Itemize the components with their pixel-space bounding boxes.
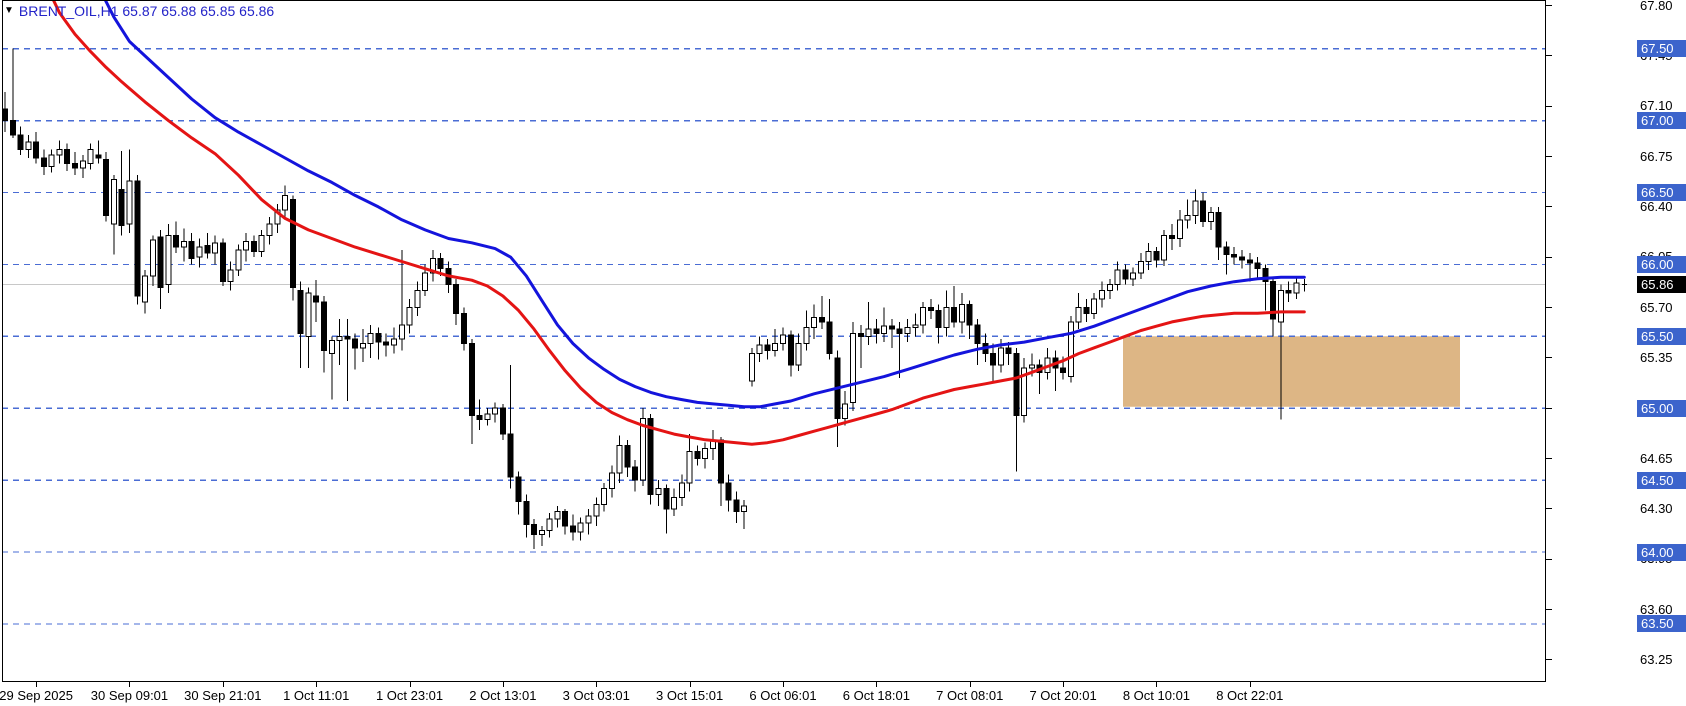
- price-tick-mark: [1546, 206, 1552, 208]
- time-tick-mark: [502, 682, 504, 687]
- price-tick-label: 63.60: [1640, 601, 1673, 617]
- price-level-badge: 65.50: [1637, 327, 1686, 345]
- time-tick-mark: [876, 682, 878, 687]
- price-tick-label: 65.70: [1640, 299, 1673, 315]
- time-tick-mark: [222, 682, 224, 687]
- chart-canvas[interactable]: [0, 0, 1546, 682]
- price-tick-mark: [1546, 256, 1552, 258]
- price-tick-mark: [1546, 508, 1552, 510]
- price-tick-mark: [1546, 307, 1552, 309]
- supply-zone-rectangle[interactable]: [1123, 336, 1460, 407]
- price-level-badge: 64.50: [1637, 471, 1686, 489]
- ma-blue-line: [103, 0, 1306, 409]
- symbol-title: BRENT_OIL,H1 65.87 65.88 65.85 65.86: [18, 3, 275, 19]
- price-tick-label: 65.35: [1640, 349, 1673, 365]
- time-tick-mark: [129, 682, 131, 687]
- time-axis[interactable]: 29 Sep 2025 30 Sep 09:01 30 Sep 21:01 1 Oct…: [0, 682, 1686, 706]
- price-tick-mark: [1546, 105, 1552, 107]
- price-tick-label: 64.65: [1640, 450, 1673, 466]
- price-tick-mark: [1546, 458, 1552, 460]
- price-tick-label: 67.10: [1640, 98, 1673, 114]
- price-tick-mark: [1546, 357, 1552, 359]
- time-tick-label: 7 Oct 08:01: [936, 688, 1004, 703]
- time-tick-mark: [316, 682, 318, 687]
- price-tick-mark: [1546, 558, 1552, 560]
- candlestick-series: [2, 48, 1307, 550]
- price-level-badge: 67.50: [1637, 40, 1686, 58]
- time-tick-label: 30 Sep 09:01: [90, 688, 169, 703]
- price-tick-label: 64.30: [1640, 500, 1673, 516]
- time-tick-mark: [596, 682, 598, 687]
- price-tick-mark: [1546, 156, 1552, 158]
- time-tick-label: 1 Oct 11:01: [283, 688, 350, 703]
- price-tick-mark: [1546, 659, 1552, 661]
- time-tick-label: 6 Oct 18:01: [842, 688, 910, 703]
- price-level-badge: 66.50: [1637, 184, 1686, 201]
- price-level-badge: 66.00: [1637, 255, 1686, 273]
- time-tick-mark: [1249, 682, 1251, 687]
- price-tick-label: 67.80: [1640, 0, 1673, 13]
- symbol-header: ▼ BRENT_OIL,H1 65.87 65.88 65.85 65.86: [4, 3, 274, 19]
- price-tick-mark: [1546, 5, 1552, 7]
- time-tick-mark: [1063, 682, 1065, 687]
- time-tick-label: 8 Oct 10:01: [1122, 688, 1191, 703]
- current-price-badge: 65.86: [1637, 276, 1686, 294]
- ma-red-line: [51, 0, 1306, 446]
- time-tick-mark: [969, 682, 971, 687]
- price-tick-label: 66.75: [1640, 148, 1673, 164]
- time-tick-label: 7 Oct 20:01: [1029, 688, 1097, 703]
- time-tick-label: 6 Oct 06:01: [749, 688, 817, 703]
- price-tick-label: 63.25: [1640, 651, 1673, 667]
- time-tick-mark: [36, 682, 38, 687]
- time-tick-label: 2 Oct 13:01: [469, 688, 537, 703]
- time-tick-mark: [783, 682, 784, 687]
- time-tick-label: 8 Oct 22:01: [1216, 688, 1284, 703]
- price-level-badge: 64.00: [1637, 543, 1686, 561]
- price-level-badge: 65.00: [1637, 399, 1686, 417]
- time-tick-mark: [409, 682, 411, 687]
- price-axis[interactable]: 67.8067.4567.1066.7566.4066.0565.7065.35…: [1546, 0, 1686, 682]
- time-tick-mark: [689, 682, 691, 687]
- time-tick-label: 3 Oct 15:01: [656, 688, 724, 703]
- time-tick-label: 30 Sep 21:01: [184, 688, 262, 703]
- price-tick-label: 66.40: [1640, 198, 1673, 214]
- time-tick-label: 29 Sep 2025: [0, 688, 73, 703]
- price-tick-mark: [1546, 55, 1552, 57]
- price-tick-mark: [1546, 407, 1552, 409]
- time-tick-label: 3 Oct 03:01: [562, 688, 630, 703]
- time-tick-mark: [1156, 682, 1158, 687]
- horizontal-level-lines[interactable]: [2, 48, 1545, 625]
- price-level-badge: 67.00: [1637, 112, 1686, 130]
- plot-border: [2, 0, 1546, 682]
- price-level-badge: 63.50: [1637, 615, 1686, 633]
- time-tick-label: 1 Oct 23:01: [375, 688, 444, 703]
- price-tick-mark: [1546, 609, 1552, 611]
- symbol-marker-icon: ▼: [4, 5, 14, 16]
